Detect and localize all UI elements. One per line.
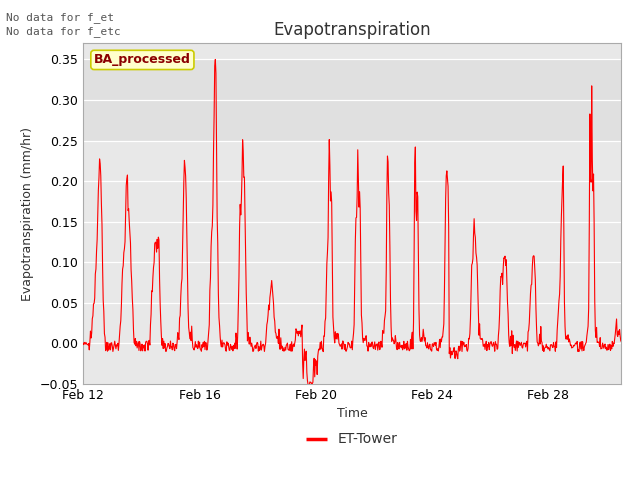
Bar [83,303,621,343]
Bar [83,100,621,141]
X-axis label: Time: Time [337,408,367,420]
Bar [83,262,621,303]
Bar [83,222,621,262]
Text: BA_processed: BA_processed [94,53,191,66]
Legend: ET-Tower: ET-Tower [301,427,403,452]
Title: Evapotranspiration: Evapotranspiration [273,21,431,39]
Bar [83,181,621,222]
Bar [83,343,621,384]
Bar [83,60,621,100]
Text: No data for f_et: No data for f_et [6,12,115,23]
Bar [83,141,621,181]
Y-axis label: Evapotranspiration (mm/hr): Evapotranspiration (mm/hr) [21,127,35,300]
Text: No data for f_etc: No data for f_etc [6,26,121,37]
